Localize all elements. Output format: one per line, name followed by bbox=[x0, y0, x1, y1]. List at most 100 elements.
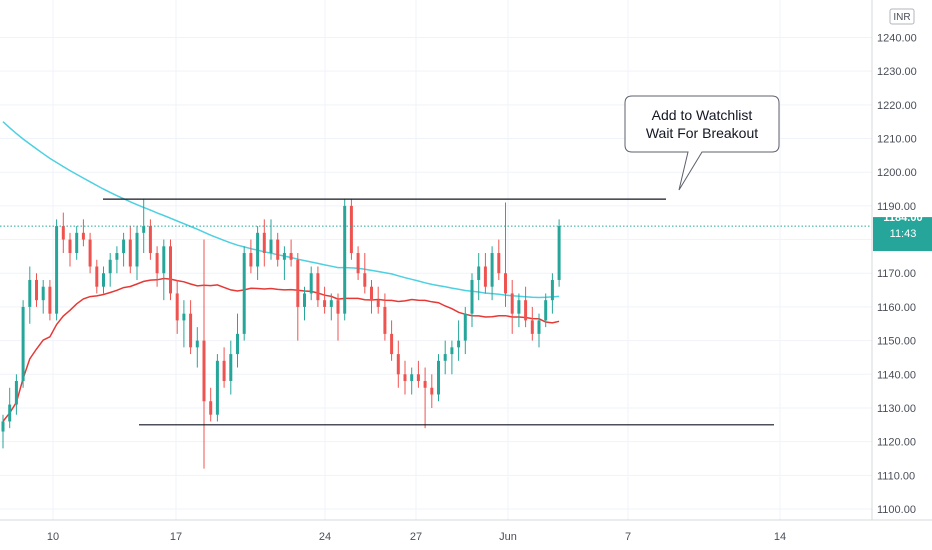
candle bbox=[316, 266, 320, 307]
moving-averages bbox=[2, 121, 560, 422]
candle bbox=[470, 273, 474, 328]
candle bbox=[1, 414, 5, 449]
candle bbox=[303, 286, 306, 321]
currency-badge[interactable]: INR bbox=[889, 8, 915, 25]
candle-body bbox=[276, 239, 280, 260]
candle bbox=[504, 202, 507, 307]
candle bbox=[128, 226, 132, 274]
time-tick-label: Jun bbox=[499, 531, 517, 543]
candle bbox=[242, 246, 246, 341]
candle bbox=[108, 253, 112, 287]
candle-body bbox=[236, 333, 239, 355]
candle bbox=[537, 313, 541, 348]
candle-body bbox=[510, 293, 514, 314]
candle-body bbox=[202, 340, 206, 402]
candle-body bbox=[383, 306, 387, 334]
candle-body bbox=[316, 273, 320, 301]
candle bbox=[162, 239, 166, 301]
candle bbox=[430, 374, 434, 408]
candle-body bbox=[470, 279, 474, 314]
candle bbox=[55, 219, 59, 321]
candle-body bbox=[169, 246, 172, 294]
candle bbox=[135, 226, 139, 280]
candle-body bbox=[122, 239, 126, 254]
candle bbox=[463, 306, 467, 355]
candle-body bbox=[370, 286, 373, 301]
candle-body bbox=[524, 300, 528, 321]
last-price-value: 1184.00 bbox=[883, 212, 922, 224]
candle bbox=[390, 320, 394, 361]
candle bbox=[262, 219, 266, 267]
candle bbox=[396, 340, 400, 388]
candle bbox=[550, 273, 554, 314]
callout-line-2: Wait For Breakout bbox=[646, 125, 758, 141]
candle bbox=[363, 253, 367, 294]
candle bbox=[169, 239, 172, 301]
candle-body bbox=[550, 279, 554, 301]
candle-body bbox=[229, 354, 233, 382]
candle-body bbox=[356, 253, 360, 274]
candle bbox=[115, 246, 119, 274]
candle bbox=[490, 246, 494, 301]
price-axis-panel[interactable] bbox=[872, 0, 932, 520]
candle-body bbox=[68, 239, 72, 254]
fast-moving-average-line bbox=[2, 277, 560, 422]
candle bbox=[510, 279, 514, 334]
candle-body bbox=[175, 293, 179, 321]
candle-body bbox=[443, 354, 447, 361]
candle-body bbox=[41, 286, 45, 301]
candle-body bbox=[323, 300, 327, 307]
candle bbox=[202, 239, 206, 469]
candle-body bbox=[8, 404, 12, 422]
candle bbox=[48, 279, 52, 321]
annotation-callout[interactable]: Add to Watchlist Wait For Breakout bbox=[624, 95, 780, 191]
candle-body bbox=[269, 239, 273, 254]
candle bbox=[356, 246, 360, 280]
candle bbox=[423, 367, 427, 429]
candlestick-series bbox=[1, 199, 561, 469]
candle bbox=[477, 253, 481, 301]
time-tick-label: 24 bbox=[319, 531, 331, 543]
candle bbox=[155, 246, 159, 287]
price-axis-labels: 1100.00 1110.00 1120.00 1130.00 1140.00 1150.… bbox=[877, 32, 917, 516]
candle bbox=[209, 387, 213, 422]
candle-body bbox=[457, 340, 461, 348]
candle bbox=[530, 306, 534, 341]
candle-body bbox=[195, 340, 199, 348]
time-tick-label: 17 bbox=[170, 531, 182, 543]
candle-body bbox=[148, 226, 152, 254]
candle bbox=[88, 232, 92, 274]
candle-body bbox=[81, 232, 85, 240]
candle bbox=[336, 293, 340, 341]
time-tick-label: 10 bbox=[47, 531, 59, 543]
candle-body bbox=[483, 266, 487, 287]
candle-body bbox=[282, 253, 286, 260]
candle bbox=[276, 232, 280, 267]
candle bbox=[343, 199, 347, 321]
time-axis-panel[interactable] bbox=[0, 520, 932, 550]
candle bbox=[497, 239, 501, 280]
price-tick-label: 1210.00 bbox=[877, 134, 917, 146]
candle-body bbox=[14, 381, 18, 405]
candle-body bbox=[249, 253, 253, 267]
price-tick-label: 1140.00 bbox=[877, 369, 916, 381]
candle-body bbox=[189, 313, 193, 348]
candle-body bbox=[242, 253, 246, 334]
time-axis-labels: 10 17 24 27 Jun 7 14 bbox=[47, 531, 786, 543]
candle-body bbox=[544, 300, 548, 321]
candle-body bbox=[88, 239, 92, 267]
candle-body bbox=[376, 300, 380, 307]
candle-body bbox=[128, 239, 132, 267]
candle bbox=[416, 360, 420, 388]
candle bbox=[309, 266, 313, 301]
candle bbox=[61, 212, 65, 254]
candle-body bbox=[396, 354, 400, 375]
candle bbox=[195, 327, 199, 368]
price-tick-label: 1170.00 bbox=[877, 268, 916, 280]
candle bbox=[68, 232, 72, 267]
candle-body bbox=[209, 401, 213, 415]
candle-body bbox=[437, 360, 440, 395]
candle bbox=[443, 340, 447, 375]
candle-body bbox=[1, 421, 5, 432]
